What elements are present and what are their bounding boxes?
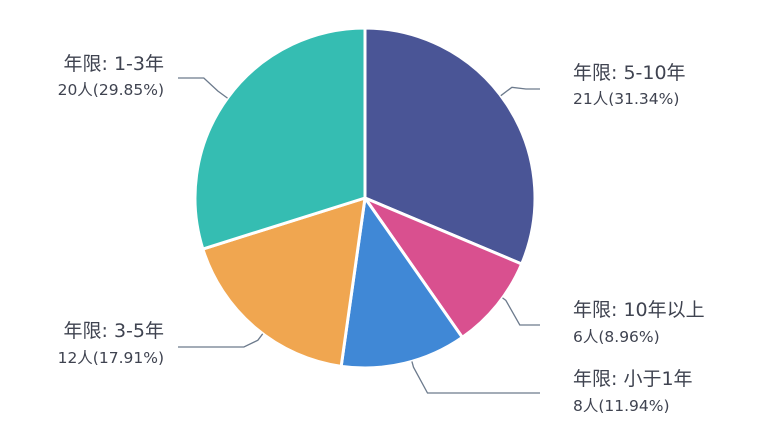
leader-line-1 xyxy=(500,86,540,97)
pie-slice-3 xyxy=(339,196,464,370)
pie-slice-5 xyxy=(193,26,367,251)
slice-label-2: 年限: 10年以上 xyxy=(573,299,705,321)
slice-label-1: 年限: 5-10年 xyxy=(573,62,686,84)
slice-value-label-3: 8人(11.94%) xyxy=(573,397,670,415)
pie-slice-4 xyxy=(201,196,367,368)
slice-label-4: 年限: 3-5年 xyxy=(64,320,164,342)
slice-labels: 年限: 5-10年 21人(31.34%) 年限: 10年以上 6人(8.96%) 年限… xyxy=(58,53,705,415)
slice-value-label-4: 12人(17.91%) xyxy=(58,349,164,367)
slice-label-5: 年限: 1-3年 xyxy=(64,53,164,75)
leader-line-4 xyxy=(178,333,264,348)
pie-slices xyxy=(193,26,537,370)
pie-slice-1 xyxy=(363,26,537,266)
slice-value-label-2: 6人(8.96%) xyxy=(573,328,660,346)
slice-value-label-1: 21人(31.34%) xyxy=(573,90,679,108)
leader-lines xyxy=(178,77,540,394)
pie-slice-2 xyxy=(363,196,524,339)
leader-line-3 xyxy=(411,361,540,394)
slice-value-label-5: 20人(29.85%) xyxy=(58,81,164,99)
leader-line-2 xyxy=(502,297,540,326)
slice-label-3: 年限: 小于1年 xyxy=(573,368,693,390)
leader-line-5 xyxy=(178,77,228,99)
